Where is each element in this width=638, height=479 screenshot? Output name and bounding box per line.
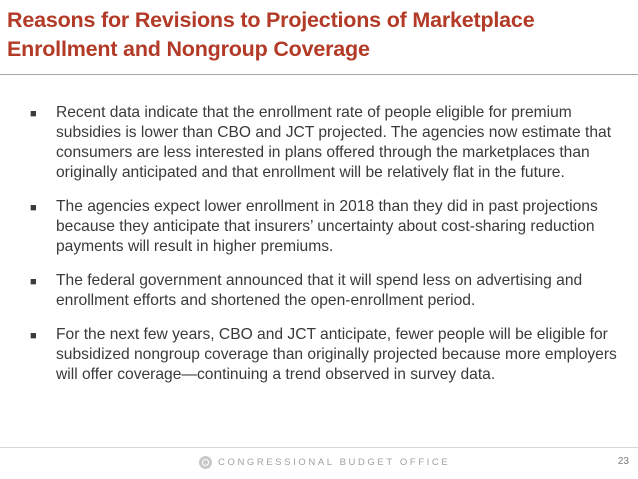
bullet-list: ■ Recent data indicate that the enrollme… [30,103,620,399]
bullet-text: The agencies expect lower enrollment in … [56,198,598,255]
footer-divider [0,447,638,448]
bullet-item: ■ For the next few years, CBO and JCT an… [30,325,620,385]
slide-title: Reasons for Revisions to Projections of … [7,8,535,61]
square-bullet-icon: ■ [30,330,37,342]
square-bullet-icon: ■ [30,276,37,288]
square-bullet-icon: ■ [30,202,37,214]
bullet-item: ■ The agencies expect lower enrollment i… [30,197,620,257]
square-bullet-icon: ■ [30,108,37,120]
title-divider [0,74,638,75]
bullet-text: Recent data indicate that the enrollment… [56,104,612,181]
cbo-seal-icon [199,456,212,469]
bullet-item: ■ Recent data indicate that the enrollme… [30,103,620,183]
bullet-text: For the next few years, CBO and JCT anti… [56,326,617,383]
page-number: 23 [617,456,629,467]
bullet-text: The federal government announced that it… [56,272,583,309]
footer-agency-name: CONGRESSIONAL BUDGET OFFICE [218,457,451,468]
bullet-item: ■ The federal government announced that … [30,271,620,311]
